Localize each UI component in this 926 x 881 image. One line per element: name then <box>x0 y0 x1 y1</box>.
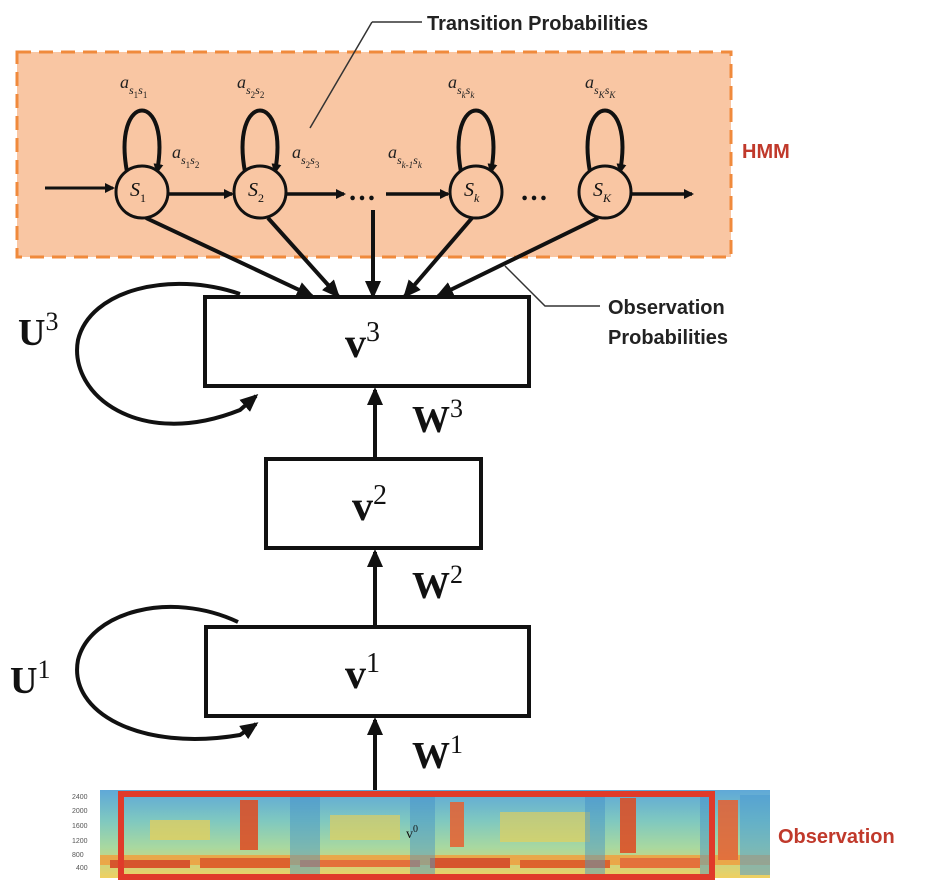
spectrogram-axis-tick: 1200 <box>72 838 88 845</box>
weight-u1-label: U1 <box>10 655 50 702</box>
spectrogram-image <box>100 790 770 878</box>
hmm-label: HMM <box>742 141 790 163</box>
emission-arrow-s1 <box>145 216 315 298</box>
transition-label-s1-s2: as1s2 <box>172 142 199 170</box>
layer-v0-label: v0 <box>406 824 418 842</box>
state-sK <box>577 164 633 220</box>
observation-probabilities-label-1: Observation <box>608 297 725 319</box>
transition-leader-line-diag <box>309 21 373 129</box>
spectrogram-axis: 2400 2000 1600 1200 800 400 <box>72 794 88 872</box>
transition-probabilities-label: Transition Probabilities <box>427 13 648 35</box>
self-loop-s2 <box>240 108 282 174</box>
layer-v3-box <box>203 295 531 388</box>
state-s1-label: S1 <box>130 179 146 205</box>
weight-u3-label: U3 <box>18 307 58 354</box>
ellipsis-2: … <box>520 176 548 207</box>
transition-label-skm1-sk: ask-1sk <box>388 142 423 170</box>
transition-label-self-s1: as1s1 <box>120 72 147 100</box>
layer-v3-label: v3 <box>345 317 380 367</box>
observation-window <box>118 791 715 880</box>
self-loop-s1 <box>122 108 164 174</box>
ellipsis-1: … <box>348 176 376 207</box>
state-sK-label: SK <box>593 179 612 205</box>
observation-probabilities-label-2: Probabilities <box>608 327 728 349</box>
self-loop-sK <box>585 108 627 174</box>
spectrogram-axis-tick: 2400 <box>72 794 88 801</box>
transition-label-self-sk: asksk <box>448 72 475 100</box>
transition-label-self-sK: asKsK <box>585 72 616 100</box>
observation-label: Observation <box>778 826 895 848</box>
spectrogram-axis-tick: 800 <box>72 852 84 859</box>
spectrogram-axis-tick: 2000 <box>72 808 88 815</box>
state-sk-label: Sk <box>464 179 480 205</box>
weight-w3-label: W3 <box>412 394 463 441</box>
self-loop-sk <box>456 108 498 174</box>
state-s1 <box>114 164 170 220</box>
spectrogram-axis-tick: 1600 <box>72 823 88 830</box>
emission-arrow-s2 <box>266 216 341 299</box>
recurrent-loop-u1 <box>75 604 259 741</box>
state-sk <box>448 164 504 220</box>
weight-w1-label: W1 <box>412 730 463 777</box>
layer-v1-label: v1 <box>345 648 380 698</box>
emission-arrow-sK <box>435 216 599 298</box>
state-s2-label: S2 <box>248 179 264 205</box>
layer-v2-box <box>264 457 483 550</box>
spectrogram-axis-tick: 400 <box>76 865 88 872</box>
weight-w2-label: W2 <box>412 560 463 607</box>
layer-v1-box <box>204 625 531 718</box>
transition-label-s2-s3: as2s3 <box>292 142 320 170</box>
transition-label-self-s2: as2s2 <box>237 72 264 100</box>
recurrent-loop-u3 <box>75 281 259 426</box>
emission-arrow-sk <box>403 216 474 299</box>
observation-leader-line <box>504 265 600 307</box>
state-s2 <box>232 164 288 220</box>
layer-v2-label: v2 <box>352 480 387 530</box>
